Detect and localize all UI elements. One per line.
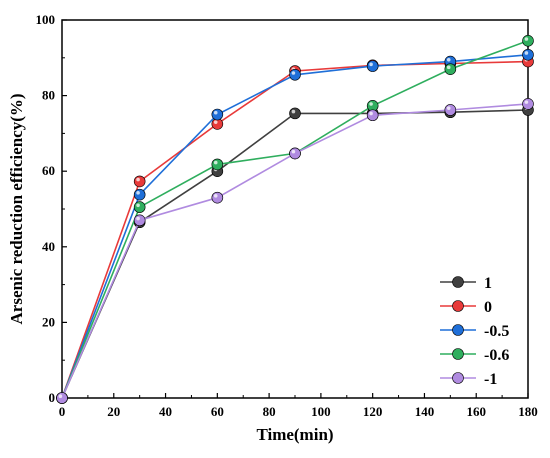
data-point — [444, 63, 457, 75]
series-layer — [56, 34, 534, 404]
point-highlight — [213, 110, 218, 115]
point-highlight — [213, 194, 218, 198]
data-point — [289, 107, 301, 120]
point-highlight — [136, 191, 140, 195]
point-highlight — [136, 177, 140, 182]
point-highlight — [446, 106, 451, 110]
legend-label: -0.5 — [484, 323, 509, 340]
data-point — [133, 175, 146, 188]
point-highlight — [136, 216, 140, 221]
legend-label: -0.6 — [484, 347, 509, 364]
y-tick-label: 20 — [42, 314, 55, 329]
point-highlight — [291, 71, 296, 75]
point-highlight — [291, 149, 296, 154]
y-axis-label: Arsenic reduction efficiency(%) — [7, 93, 26, 324]
series-line — [61, 40, 529, 399]
legend-label: -1 — [484, 371, 497, 388]
point-highlight — [136, 203, 140, 208]
data-point — [133, 201, 146, 213]
point-highlight — [213, 120, 218, 124]
x-tick-label: 0 — [59, 404, 66, 419]
data-point — [211, 108, 224, 121]
legend-item: -1 — [440, 371, 497, 388]
x-tick-label: 180 — [518, 404, 538, 419]
legend-marker — [452, 276, 464, 288]
point-highlight — [369, 102, 373, 106]
legend-marker — [452, 300, 464, 312]
legend-item: 1 — [440, 275, 492, 292]
point-highlight — [524, 51, 529, 55]
data-point — [289, 69, 301, 81]
y-axis: 0 20 40 60 80 100 — [36, 12, 67, 405]
x-axis-label: Time(min) — [256, 425, 333, 444]
y-tick-label: 100 — [36, 12, 56, 27]
point-highlight — [213, 160, 218, 165]
y-tick-label: 0 — [49, 390, 56, 405]
y-tick-label: 60 — [42, 163, 55, 178]
point-highlight — [524, 37, 529, 41]
data-point — [211, 191, 224, 204]
legend-label: 0 — [484, 299, 492, 316]
series--0.6 — [56, 34, 534, 404]
point-highlight — [446, 57, 451, 62]
data-point — [522, 48, 534, 61]
legend-item: -0.6 — [440, 347, 509, 364]
x-tick-label: 60 — [211, 404, 224, 419]
data-point — [133, 214, 146, 227]
data-point — [522, 34, 534, 47]
y-tick-label: 40 — [42, 239, 55, 254]
x-tick-label: 40 — [159, 404, 172, 419]
x-tick-label: 160 — [466, 404, 486, 419]
legend-item: -0.5 — [440, 323, 509, 340]
y-tick-label: 80 — [42, 88, 55, 103]
data-point — [133, 188, 146, 201]
point-highlight — [446, 65, 451, 70]
x-tick-label: 20 — [107, 404, 120, 419]
point-highlight — [524, 100, 529, 104]
series--1 — [56, 98, 534, 404]
data-point — [444, 104, 457, 116]
point-highlight — [58, 394, 63, 399]
x-tick-label: 140 — [415, 404, 435, 419]
data-point — [211, 158, 224, 171]
x-tick-label: 80 — [263, 404, 276, 419]
x-tick-label: 120 — [363, 404, 383, 419]
point-highlight — [291, 109, 296, 114]
data-point — [522, 98, 534, 110]
point-highlight — [369, 62, 373, 67]
legend-label: 1 — [484, 275, 492, 292]
point-highlight — [369, 111, 373, 116]
x-tick-label: 100 — [311, 404, 331, 419]
legend-item: 0 — [440, 299, 492, 316]
data-point — [56, 392, 68, 404]
data-point — [289, 147, 301, 160]
legend: 1 0 -0.5 -0.6 -1 — [440, 275, 509, 388]
data-point — [366, 60, 379, 72]
x-axis: 0 20 40 60 80 100 120 140 160 180 — [59, 393, 538, 419]
data-point — [366, 109, 379, 122]
legend-marker — [452, 324, 464, 336]
legend-marker — [452, 348, 464, 360]
legend-marker — [452, 372, 464, 384]
